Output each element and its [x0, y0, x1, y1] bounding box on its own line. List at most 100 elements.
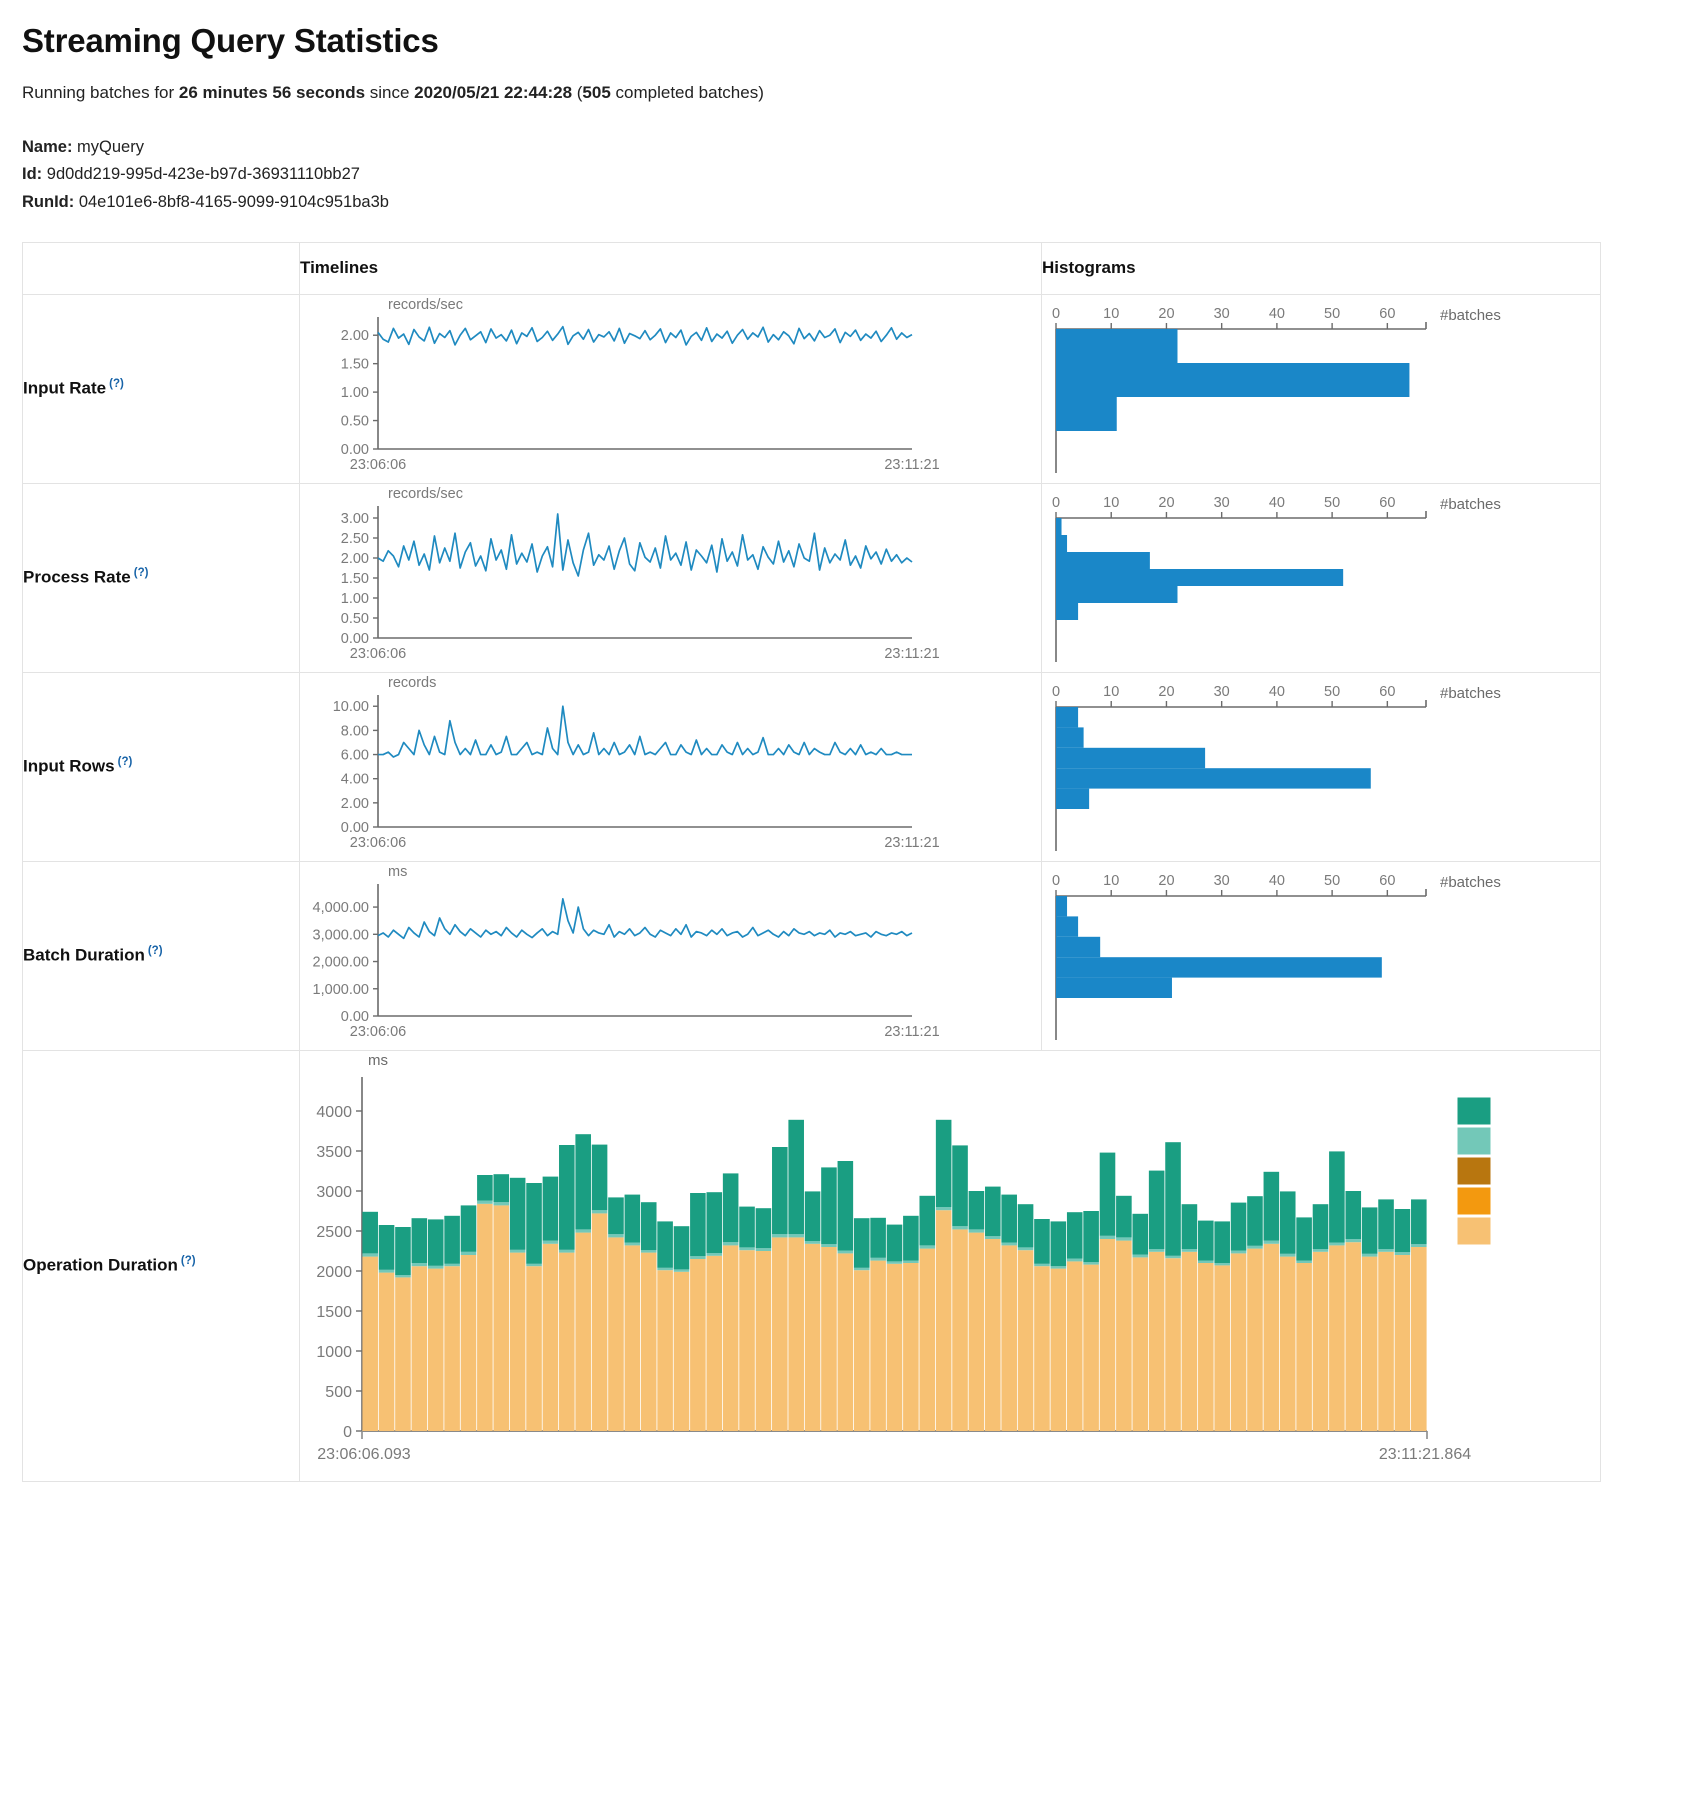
operation-duration-bar-segment [608, 1237, 624, 1431]
batch-duration-hist-axis-label: #batches [1440, 874, 1501, 891]
operation-duration-bar-segment [722, 1173, 739, 1242]
operation-duration-legend-swatch[interactable] [1456, 1126, 1492, 1156]
operation-duration-bar-segment [657, 1269, 673, 1431]
operation-duration-bar-segment [673, 1269, 690, 1272]
row-label-text: Input Rows [23, 757, 115, 777]
operation-duration-bar-segment [1279, 1253, 1296, 1257]
operation-duration-bar-segment [1411, 1246, 1427, 1431]
operation-duration-bar-segment [739, 1249, 755, 1431]
operation-duration-bar-segment [919, 1245, 936, 1249]
batch-duration-histogram-chart: 0 10 20 30 40 50 60 #batches [1052, 873, 1501, 1040]
operation-duration-bar-segment [427, 1219, 444, 1266]
header-histograms: Histograms [1041, 241, 1601, 295]
operation-duration-bar-segment [1165, 1255, 1181, 1258]
help-icon[interactable]: (?) [117, 756, 133, 769]
process-rate-xtick-start: 23:06:06 [350, 646, 406, 662]
operation-duration-bar-segment [559, 1249, 575, 1253]
operation-duration-bar-segment [1247, 1245, 1263, 1249]
operation-duration-bar-segment [755, 1247, 772, 1251]
table-row: Operation Duration (?) ms 4000 3500 3000 2500 2… [22, 1049, 1601, 1482]
operation-duration-bar-segment [870, 1217, 886, 1258]
operation-duration-bar-segment [772, 1233, 788, 1238]
input-rows-xtick-start: 23:06:06 [350, 835, 406, 851]
operation-duration-bar-segment [1116, 1195, 1132, 1238]
operation-duration-bar-segment [1279, 1191, 1296, 1254]
operation-duration-bar-segment [1083, 1261, 1099, 1265]
input-rows-hist-xtick: 0 [1052, 684, 1060, 700]
operation-duration-bar-segment [493, 1201, 510, 1206]
batch-duration-xtick-end: 23:11:21 [884, 1024, 939, 1040]
operation-duration-bar-segment [886, 1263, 903, 1431]
batch-duration-hist-bar [1056, 936, 1101, 957]
operation-duration-bar-segment [853, 1267, 870, 1270]
operation-duration-bar-segment [1394, 1254, 1411, 1431]
operation-duration-bar-segment [591, 1144, 608, 1210]
operation-duration-bar-segment [919, 1248, 936, 1431]
operation-duration-bar-segment [509, 1177, 526, 1250]
input-rate-hist-bar [1056, 362, 1410, 397]
operation-duration-bar-segment [575, 1229, 591, 1233]
batches-tail: completed batches) [610, 83, 764, 102]
timeline-cell-input-rows: records 10.00 8.00 6.00 4.00 2.00 0.00 23:06:06… [299, 671, 1042, 862]
query-name-row: Name: myQuery [22, 134, 1671, 161]
operation-duration-bar-segment [378, 1269, 395, 1273]
operation-duration-bar-segment [968, 1232, 985, 1431]
operation-duration-bar-segment [968, 1229, 985, 1233]
batch-duration-timeline-chart: ms4,000.003,000.002,000.001,000.000.0023… [313, 864, 940, 1040]
operation-duration-bar-segment [1198, 1260, 1214, 1263]
operation-duration-bar-segment [853, 1217, 870, 1268]
operation-duration-bar-segment [1198, 1262, 1214, 1431]
help-icon[interactable]: (?) [147, 945, 163, 958]
operation-duration-bar-segment [411, 1262, 428, 1266]
operation-duration-legend-swatch[interactable] [1456, 1156, 1492, 1186]
operation-duration-bar-segment [1329, 1151, 1345, 1243]
operation-duration-ytick: 1000 [316, 1344, 352, 1361]
operation-duration-bar-segment [1132, 1257, 1149, 1431]
operation-duration-legend-swatch[interactable] [1456, 1216, 1492, 1246]
operation-duration-bar-segment [952, 1225, 968, 1230]
help-icon[interactable]: (?) [109, 378, 124, 391]
operation-duration-bar-segment [657, 1267, 673, 1270]
timeline-cell-batch-duration: ms 4,000.00 3,000.00 2,000.00 1,000.00 0.00 23… [299, 860, 1042, 1051]
operation-duration-bar-segment [1230, 1202, 1247, 1251]
process-rate-ytick: 3.00 [341, 511, 369, 527]
row-label-input-rows: Input Rows (?) [22, 671, 300, 862]
help-icon[interactable]: (?) [133, 567, 149, 580]
operation-duration-bar-segment [706, 1191, 723, 1253]
statistics-table: Timelines Histograms Input Rate (?) record… [22, 241, 1601, 1482]
operation-duration-bar-segment [804, 1243, 821, 1431]
operation-duration-bar-segment [1361, 1207, 1378, 1254]
operation-duration-bar-segment [1394, 1208, 1411, 1252]
operation-duration-bar-segment [526, 1263, 542, 1266]
operation-duration-legend-swatch[interactable] [1456, 1186, 1492, 1216]
batch-duration-series-line [377, 897, 913, 939]
operation-duration-bar-segment [739, 1247, 755, 1250]
operation-duration-bar-segment [1083, 1264, 1099, 1431]
operation-duration-ytick: 3500 [316, 1144, 352, 1161]
operation-duration-bar-segment [1312, 1248, 1329, 1252]
operation-duration-bar-segment [788, 1119, 804, 1234]
process-rate-ytick: 2.50 [341, 531, 369, 547]
operation-duration-bar-segment [1181, 1251, 1198, 1431]
operation-duration-bar-segment [1296, 1217, 1312, 1261]
operation-duration-bar-segment [1017, 1247, 1034, 1250]
operation-duration-bar-segment [1099, 1238, 1116, 1431]
operation-duration-bar-segment [804, 1191, 821, 1241]
operation-duration-bar-segment [1066, 1261, 1083, 1431]
table-row: Input Rows (?) records 10.00 8.00 6.00 4.00 2.0… [22, 671, 1601, 862]
input-rows-unit-label: records [388, 675, 436, 691]
input-rows-ytick: 8.00 [341, 723, 369, 739]
operation-duration-bar-segment [1001, 1194, 1017, 1243]
operation-duration-bar-segment [395, 1226, 411, 1275]
since-timestamp: 2020/05/21 22:44:28 [414, 83, 573, 102]
operation-duration-legend-swatch[interactable] [1456, 1096, 1492, 1126]
operation-duration-bar-segment [460, 1205, 477, 1252]
process-rate-ytick: 1.50 [341, 571, 369, 587]
operation-duration-bar-segment [690, 1192, 706, 1256]
input-rows-ytick: 2.00 [341, 796, 369, 812]
histogram-cell-batch-duration: 0 10 20 30 40 50 60 #batches [1041, 860, 1601, 1051]
help-icon[interactable]: (?) [180, 1255, 196, 1268]
operation-duration-bar-segment [1361, 1256, 1378, 1431]
operation-duration-bar-segment [1050, 1268, 1067, 1431]
